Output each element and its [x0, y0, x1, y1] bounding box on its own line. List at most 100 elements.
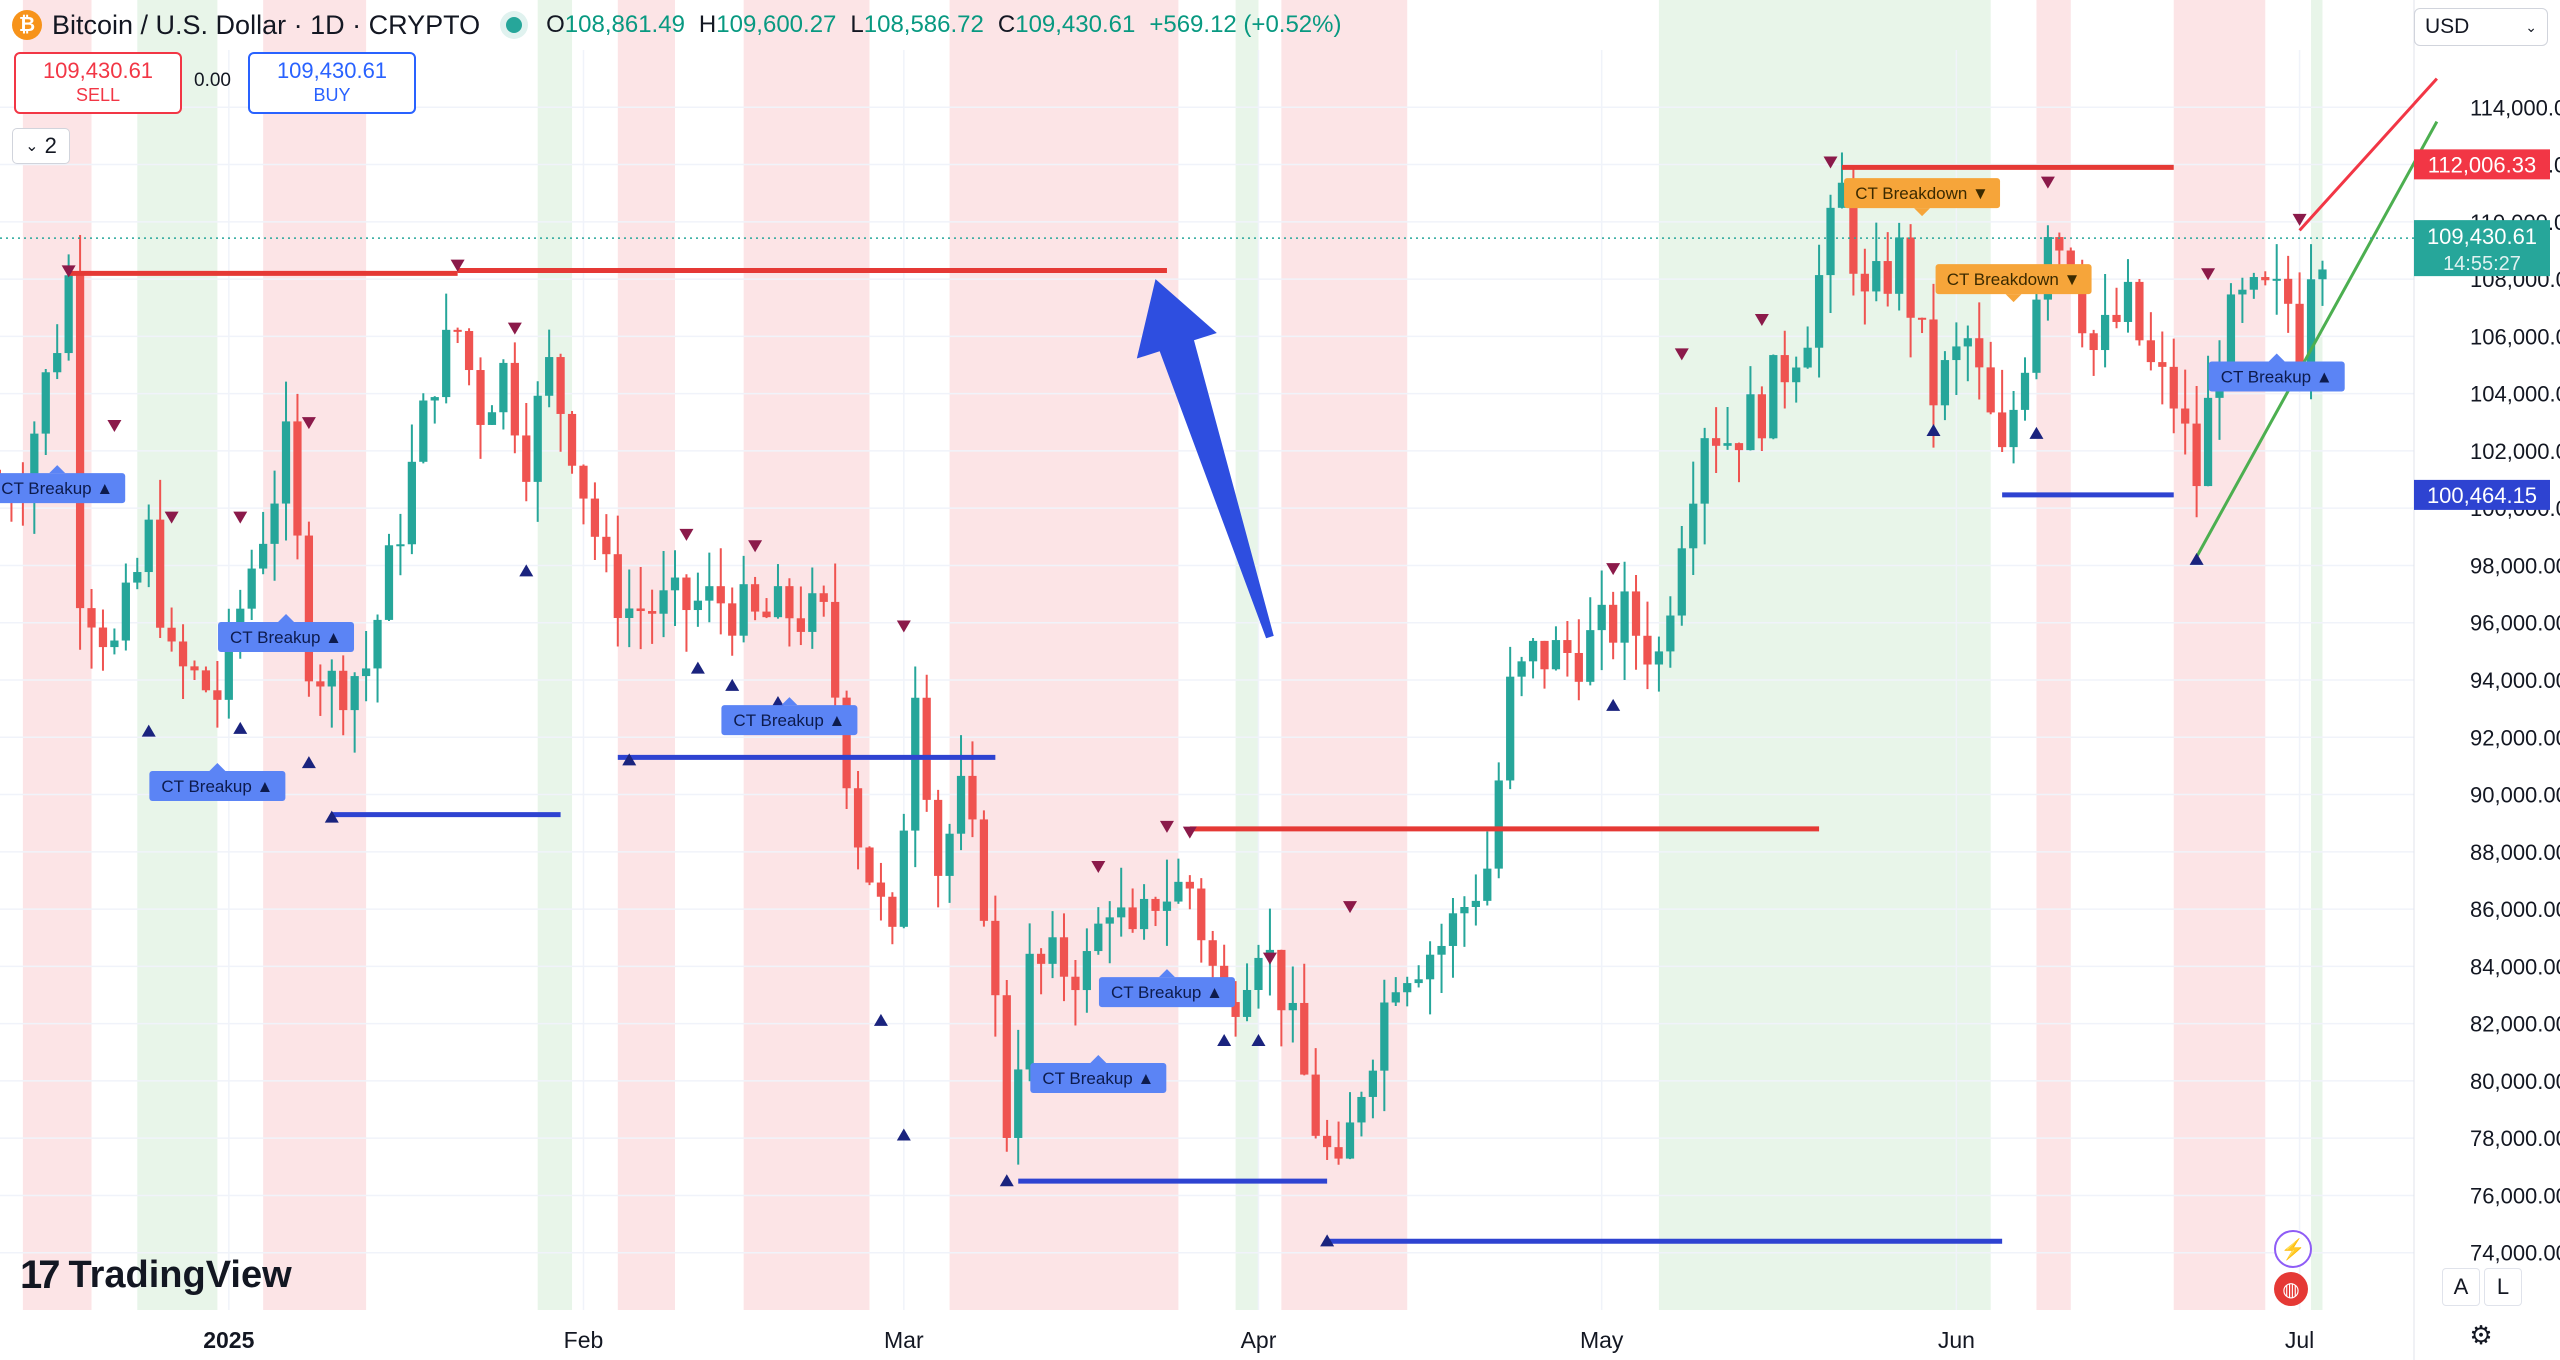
candle-body [190, 666, 199, 671]
candle-body [1403, 983, 1412, 993]
candle-body [922, 697, 931, 800]
candle-body [1025, 953, 1034, 1070]
candle-body [911, 697, 920, 831]
candle-body [945, 833, 954, 876]
price-tag [2414, 149, 2550, 180]
y-tick-label: 88,000.00 [2470, 840, 2560, 865]
candle-body [979, 819, 989, 921]
candle-body [1929, 319, 1938, 406]
candle-body [201, 670, 211, 691]
pivot-high-marker [233, 511, 248, 524]
candle-body [1128, 907, 1137, 930]
candle-body [1849, 182, 1858, 274]
candle-body [1048, 937, 1057, 964]
x-tick-label: May [1580, 1327, 1624, 1353]
candle-body [1998, 412, 2007, 448]
candle-body [1689, 503, 1698, 549]
candle-body [510, 362, 519, 436]
label-text: CT Breakup ▲ [733, 711, 845, 730]
sell-button[interactable]: 109,430.61 SELL [14, 52, 182, 114]
candle-body [1094, 923, 1103, 952]
high-label: H [698, 11, 717, 38]
candle-body [1803, 347, 1812, 368]
zone-band [1658, 0, 1991, 1310]
currency-selector[interactable]: USD ⌄ [2414, 8, 2548, 46]
trend-line [2195, 120, 2439, 558]
open-value: 108,861.49 [564, 11, 685, 38]
indicator-count: 2 [44, 133, 57, 158]
last-price-tag [2414, 220, 2550, 277]
candle-body [373, 619, 382, 669]
candle-body [1082, 951, 1091, 991]
auto-scale-button[interactable]: A [2442, 1268, 2480, 1306]
candle-body [259, 543, 268, 569]
pivot-high-marker [301, 417, 316, 430]
candle-body [2112, 314, 2121, 322]
candle-body [682, 577, 691, 611]
candle-body [2249, 277, 2258, 290]
pivot-low-marker [896, 1128, 911, 1141]
x-tick-label: 2025 [203, 1327, 254, 1353]
log-scale-label: L [2496, 1274, 2510, 1299]
pivot-low-marker [999, 1174, 1014, 1187]
candle-body [819, 593, 828, 602]
candle-body [1425, 954, 1435, 980]
candle-body [1540, 640, 1549, 670]
candle-body [785, 586, 794, 619]
candle-body [2284, 278, 2293, 304]
candle-body [1917, 317, 1927, 320]
pivot-high-marker [2292, 213, 2307, 226]
ct-breakup-label: CT Breakup ▲ [218, 614, 355, 653]
pivot-high-marker [107, 420, 122, 432]
y-tick-label: 84,000.00 [2470, 954, 2560, 979]
candle-body [1952, 346, 1961, 361]
settings-gear-icon[interactable]: ⚙ [2469, 1319, 2493, 1350]
pivot-low-marker [301, 756, 316, 769]
candle-body [808, 593, 817, 632]
candle-body [1288, 1002, 1297, 1011]
label-pointer [1914, 208, 1931, 217]
candle-body [2158, 362, 2167, 367]
candle-body [2306, 279, 2316, 371]
candle-body [1059, 937, 1069, 977]
label-pointer [1090, 1055, 1107, 1064]
candle-body [2203, 397, 2213, 487]
candle-body [762, 611, 771, 618]
pivot-high-marker [1159, 820, 1174, 833]
candle-body [773, 586, 783, 618]
candle-body [430, 397, 439, 401]
candle-body [236, 608, 245, 623]
candle-body [1769, 355, 1778, 439]
candle-body [1792, 367, 1801, 383]
candle-body [1448, 913, 1458, 946]
pivot-high-marker [1606, 563, 1621, 576]
candle-body [247, 568, 256, 609]
candle-body [1506, 676, 1515, 781]
buy-button[interactable]: 109,430.61 BUY [248, 52, 416, 114]
us-flag-icon[interactable]: ◍ [2274, 1272, 2308, 1306]
log-scale-button[interactable]: L [2484, 1268, 2522, 1306]
candle-body [2135, 281, 2144, 341]
sell-label: SELL [75, 85, 121, 105]
candle-body [1551, 640, 1561, 670]
buy-price: 109,430.61 [276, 58, 388, 83]
symbol-title[interactable]: Bitcoin / U.S. Dollar · 1D · CRYPTO [52, 9, 481, 40]
label-pointer [278, 614, 295, 623]
label-box [721, 705, 858, 736]
candle-body [1460, 907, 1469, 914]
candle-body [1174, 881, 1183, 902]
y-tick-label: 80,000.00 [2470, 1069, 2560, 1094]
candle-body [625, 608, 634, 619]
last-price-label: 109,430.61 [2427, 224, 2537, 249]
y-tick-label: 98,000.00 [2470, 553, 2560, 578]
candle-body [1197, 888, 1206, 941]
tradingview-logo[interactable]: 17 TradingView [20, 1253, 292, 1298]
zone-band [137, 0, 218, 1310]
candle-body [1357, 1096, 1366, 1123]
candle-body [1711, 438, 1721, 446]
indicators-toggle[interactable]: ⌄ 2 [12, 128, 70, 164]
candle-body [281, 421, 291, 504]
candle-body [1471, 900, 1480, 908]
lightning-icon[interactable]: ⚡ [2274, 1230, 2312, 1268]
